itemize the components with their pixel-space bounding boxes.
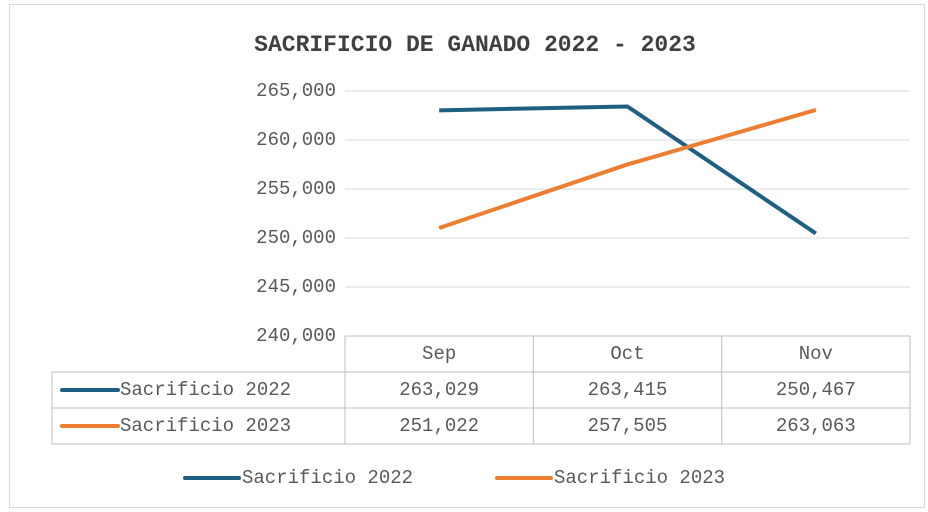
y-tick-label: 265,000 — [256, 80, 336, 102]
x-tick-label: Nov — [799, 343, 833, 365]
x-tick-label: Sep — [422, 343, 456, 365]
y-tick-label: 245,000 — [256, 276, 336, 298]
table-value: 263,063 — [776, 415, 856, 437]
y-tick-label: 260,000 — [256, 129, 336, 151]
y-tick-label: 250,000 — [256, 227, 336, 249]
table-value: 250,467 — [776, 379, 856, 401]
chart-border — [9, 4, 925, 508]
table-value: 263,029 — [399, 379, 479, 401]
legend-label: Sacrificio 2022 — [242, 467, 413, 489]
table-value: 263,415 — [588, 379, 668, 401]
series-line — [439, 104, 817, 236]
y-tick-label: 255,000 — [256, 178, 336, 200]
table-value: 257,505 — [588, 415, 668, 437]
chart-title: SACRIFICIO DE GANADO 2022 - 2023 — [254, 32, 696, 58]
table-series-name: Sacrificio 2023 — [120, 415, 291, 437]
table-value: 251,022 — [399, 415, 479, 437]
table-series-name: Sacrificio 2022 — [120, 379, 291, 401]
legend-label: Sacrificio 2023 — [554, 467, 725, 489]
y-tick-label: 240,000 — [256, 325, 336, 347]
x-tick-label: Oct — [610, 343, 644, 365]
series-line — [438, 108, 817, 230]
